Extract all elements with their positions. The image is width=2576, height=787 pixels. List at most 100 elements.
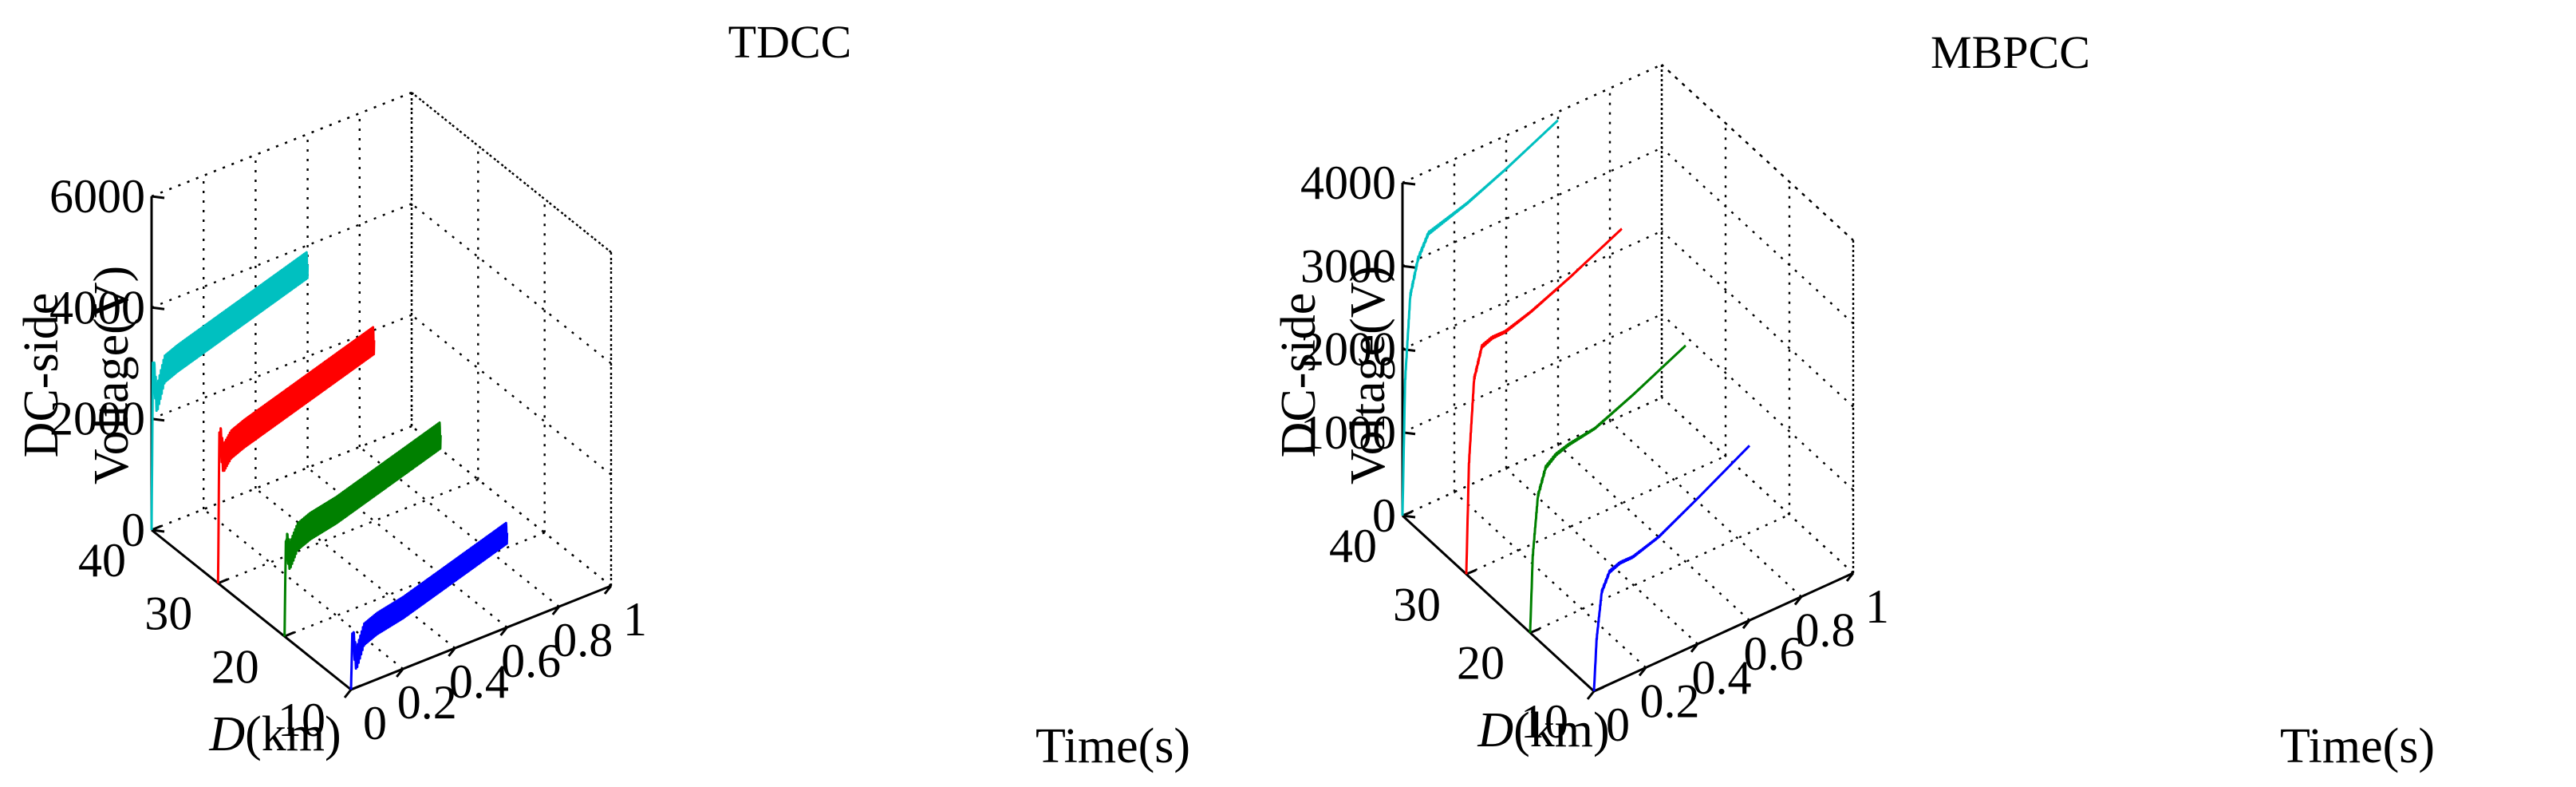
y-axis-line (151, 528, 352, 691)
grid-line-sidewall-h (1661, 230, 1854, 408)
z-tick-label: 3000 (1300, 239, 1396, 292)
x-axis-line (350, 584, 612, 691)
grid-line-distance (284, 532, 546, 638)
grid-line-voltage (1402, 230, 1663, 350)
z-tick-label: 4000 (49, 281, 145, 334)
y-axis-label: D(km) (1477, 703, 1609, 757)
z-axis-label-line2: Voltage(V) (1341, 266, 1395, 484)
x-tick (603, 585, 613, 595)
y-tick-label: 20 (1457, 637, 1505, 690)
box-edge (151, 91, 412, 198)
x-tick (1586, 690, 1596, 700)
z-tick (1402, 514, 1416, 519)
y-tick (1593, 686, 1604, 693)
y-tick (284, 631, 295, 638)
series-line (283, 421, 442, 637)
grid-line-voltage (1402, 313, 1663, 433)
grid-line-sidewall-h (1661, 313, 1854, 491)
box-edge (1402, 63, 1663, 184)
x-tick (343, 689, 353, 698)
y-axis-label-unit: (km) (1513, 703, 1610, 757)
y-tick-label: 40 (78, 534, 126, 587)
x-tick (1793, 595, 1803, 606)
y-tick (1466, 568, 1477, 575)
y-tick-label: 40 (1329, 520, 1377, 572)
z-tick (151, 306, 165, 310)
grid-line-distance (1529, 513, 1790, 634)
y-axis-label-symbol: D (208, 707, 245, 761)
x-tick-label: 0.6 (1744, 627, 1804, 680)
grid-line-time (1557, 444, 1750, 622)
x-tick-label: 0 (363, 697, 387, 749)
grid-line-time (1609, 420, 1802, 598)
y-axis-line (1401, 514, 1596, 693)
series-line (1592, 445, 1751, 692)
x-tick-label: 0.8 (1796, 604, 1856, 657)
x-tick-label: 0 (1606, 698, 1630, 751)
grid-line-sidewall-h (1661, 397, 1854, 574)
z-tick (151, 528, 165, 533)
x-tick (396, 668, 404, 678)
y-tick (217, 578, 228, 585)
grid-line-distance (1402, 396, 1663, 517)
grid-line-sidewall-h (411, 425, 612, 587)
grid-line-time (203, 508, 404, 670)
grid-line-sidewall-h (1661, 64, 1854, 241)
y-tick-label: 30 (1393, 578, 1441, 631)
box-edge (411, 92, 612, 253)
x-tick (1690, 643, 1699, 653)
y-axis-label-unit: (km) (245, 707, 341, 761)
z-tick (151, 417, 165, 422)
chart-title: MBPCC (1931, 26, 2090, 78)
z-tick-label: 2000 (49, 393, 145, 445)
x-tick-label: 0.2 (397, 676, 457, 729)
series-line (216, 326, 376, 583)
x-axis-label: Time(s) (2280, 719, 2435, 773)
y-tick-label: 10 (1521, 695, 1568, 748)
mbpcc-chart: MBPCC DC-side Voltage(V) D(km) Time(s) 0… (1272, 26, 2435, 773)
series-line (150, 251, 310, 531)
z-tick-label: 1000 (1300, 406, 1396, 459)
x-axis-line (1593, 571, 1854, 693)
series-line (1465, 227, 1623, 575)
y-tick (350, 684, 361, 691)
grid-line-voltage (1402, 63, 1663, 184)
grid-line-voltage (151, 91, 412, 198)
x-tick (499, 627, 508, 636)
y-tick-label: 30 (144, 587, 192, 640)
y-axis-label-symbol: D (1477, 703, 1513, 757)
x-tick-label: 1 (1865, 580, 1889, 633)
grid-line-sidewall-h (411, 203, 612, 365)
z-tick-label: 0 (121, 504, 145, 556)
x-tick-label: 0.2 (1640, 674, 1700, 727)
series-line (1529, 344, 1687, 633)
z-tick (1402, 181, 1416, 186)
z-tick (151, 195, 165, 200)
grid-line-sidewall-h (411, 314, 612, 476)
y-tick-label: 20 (211, 640, 259, 693)
z-tick-label: 4000 (1300, 156, 1396, 209)
x-tick (1638, 666, 1647, 677)
y-tick (1529, 627, 1540, 635)
z-tick (1402, 264, 1416, 269)
z-axis-label-line1: DC-side (14, 293, 69, 458)
chart-title: TDCC (728, 16, 852, 68)
x-tick-label: 0.4 (1692, 651, 1752, 704)
x-tick (448, 647, 456, 657)
x-tick (1845, 572, 1855, 582)
z-tick-label: 6000 (49, 170, 145, 223)
grid-line-time (1505, 467, 1698, 645)
z-tick (1402, 348, 1416, 352)
grid-line-sidewall-h (1661, 147, 1854, 325)
z-axis-label-line2: Voltage(V) (85, 266, 139, 484)
z-axis-label-line1: DC-side (1272, 293, 1326, 458)
x-tick (1742, 619, 1751, 630)
z-tick-label: 0 (1372, 489, 1396, 542)
grid-line-voltage (1402, 396, 1663, 517)
x-tick (551, 606, 560, 615)
series-line (349, 521, 509, 690)
grid-line-voltage (1402, 147, 1663, 267)
y-axis-label: D(km) (208, 707, 341, 761)
